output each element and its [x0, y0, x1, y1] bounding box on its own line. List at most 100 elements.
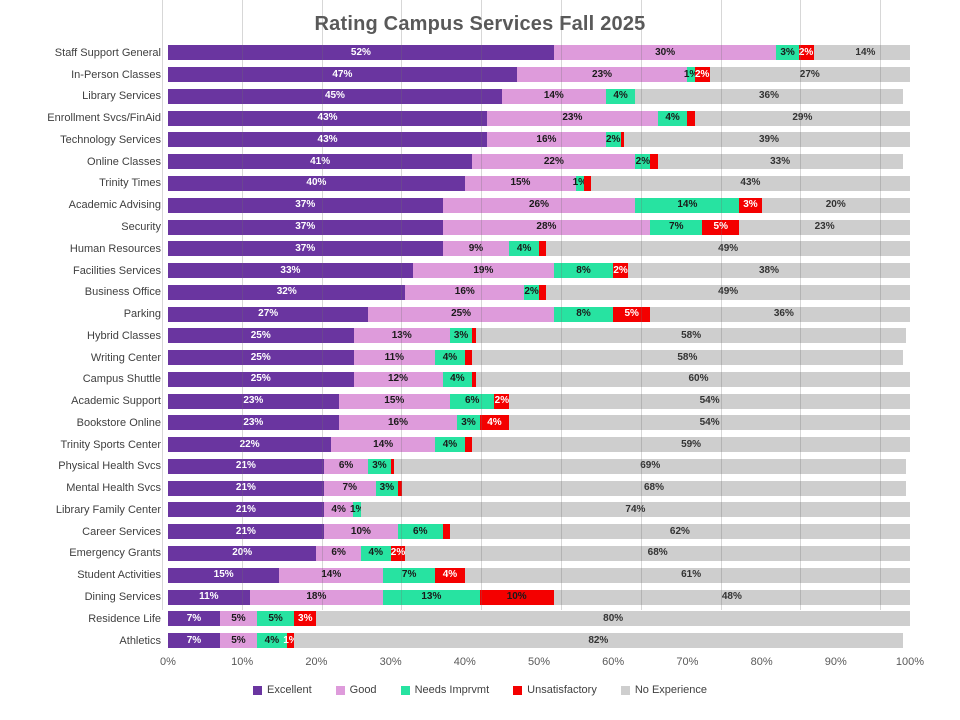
bar-segment-excellent: 37%: [168, 241, 443, 257]
bar-track: 37% 26% 14% 3% 20%: [168, 197, 910, 213]
bar-segment-no-experience: 27%: [709, 67, 910, 83]
segment-data-label: 21%: [235, 482, 256, 494]
bar-track: 40% 15% 1% 43%: [168, 175, 910, 191]
bar-segment-unsatisfactory: [538, 284, 547, 300]
chart-row: Writing Center 25% 11% 4% 58%: [6, 347, 910, 369]
chart-row: In-Person Classes 47% 23% 1% 2% 27%: [6, 64, 910, 86]
category-label: Parking: [123, 308, 161, 321]
segment-data-label: 4%: [665, 112, 680, 124]
bar-segment-unsatisfactory: 2%: [390, 545, 406, 561]
category-label: Hybrid Classes: [87, 329, 161, 342]
bar-track: 45% 14% 4% 36%: [168, 88, 910, 104]
segment-data-label: 29%: [792, 112, 813, 124]
segment-data-label: 1%: [683, 68, 699, 80]
chart-row: Library Services 45% 14% 4% 36%: [6, 86, 910, 108]
segment-data-label: 7%: [186, 612, 202, 624]
segment-data-label: 2%: [798, 46, 814, 58]
bar-segment-needs-imprvmt: 1%: [350, 502, 364, 518]
chart-row: Technology Services 43% 16% 2% 39%: [6, 129, 910, 151]
x-axis-tick: 80%: [750, 656, 773, 668]
bar-track: 11% 18% 13% 10% 48%: [168, 589, 910, 605]
segment-data-label: 23%: [243, 416, 264, 428]
segment-data-label: 22%: [239, 438, 260, 450]
segment-data-label: 39%: [758, 133, 779, 145]
chart-row: Library Family Center 21% 4% 1% 74%: [6, 499, 910, 521]
bar-segment-good: 14%: [331, 437, 436, 453]
segment-data-label: 38%: [758, 264, 779, 276]
bar-segment-needs-imprvmt: 3%: [375, 480, 398, 496]
segment-data-label: 14%: [543, 90, 564, 102]
segment-data-label: 12%: [388, 373, 409, 385]
bar-segment-no-experience: 49%: [546, 284, 910, 300]
segment-data-label: 10%: [350, 525, 371, 537]
segment-data-label: 1%: [349, 503, 365, 515]
bar-segment-needs-imprvmt: 7%: [650, 219, 703, 235]
bar-segment-needs-imprvmt: 4%: [442, 371, 473, 387]
bar-track: 43% 23% 4% 29%: [168, 110, 910, 126]
bar-segment-no-experience: 58%: [475, 328, 907, 344]
x-axis-tick: 50%: [527, 656, 551, 668]
bar-segment-no-experience: 43%: [590, 175, 910, 191]
segment-data-label: 2%: [613, 264, 628, 276]
bar-track: 21% 7% 3% 68%: [168, 480, 910, 496]
bar-segment-needs-imprvmt: 6%: [449, 393, 495, 409]
segment-data-label: 43%: [317, 133, 338, 145]
category-label: Physical Health Svcs: [58, 460, 161, 473]
bar-segment-needs-imprvmt: 3%: [457, 415, 480, 431]
category-label: Career Services: [82, 525, 161, 538]
bar-track: 27% 25% 8% 5% 36%: [168, 306, 910, 322]
bar-track: 7% 5% 4% 1% 82%: [168, 633, 910, 649]
segment-data-label: 3%: [379, 482, 395, 494]
bar-segment-excellent: 11%: [168, 589, 250, 605]
segment-data-label: 61%: [681, 569, 702, 581]
segment-data-label: 47%: [332, 68, 353, 80]
x-axis-tick: 0%: [160, 656, 176, 668]
bar-segment-no-experience: 36%: [635, 88, 903, 104]
category-label: Campus Shuttle: [82, 373, 161, 386]
bar-segment-excellent: 23%: [168, 415, 339, 431]
bar-segment-needs-imprvmt: 4%: [605, 88, 636, 104]
segment-data-label: 4%: [516, 242, 532, 254]
bar-segment-good: 23%: [487, 110, 658, 126]
bar-segment-no-experience: 74%: [360, 502, 910, 518]
bar-track: 20% 6% 4% 2% 68%: [168, 545, 910, 561]
category-label: Trinity Sports Center: [60, 438, 161, 451]
x-axis-tick: 40%: [453, 656, 476, 668]
bar-segment-good: 16%: [338, 415, 458, 431]
bar-segment-unsatisfactory: [650, 154, 658, 170]
chart-row: Academic Advising 37% 26% 14% 3% 20%: [6, 194, 910, 216]
segment-data-label: 2%: [635, 155, 651, 167]
segment-data-label: 58%: [677, 351, 698, 363]
segment-data-label: 21%: [235, 460, 256, 472]
chart-row: Enrollment Svcs/FinAid 43% 23% 4% 29%: [6, 107, 910, 129]
bar-segment-needs-imprvmt: 3%: [449, 328, 473, 344]
bar-segment-no-experience: 69%: [394, 458, 907, 474]
bar-segment-unsatisfactory: [390, 458, 395, 474]
plot-area: Staff Support General 52% 30% 3% 2% 14% In-Per…: [6, 42, 910, 652]
bar-segment-good: 28%: [442, 219, 651, 235]
segment-data-label: 5%: [624, 308, 639, 320]
bar-segment-unsatisfactory: 2%: [694, 67, 710, 83]
bar-segment-no-experience: 68%: [405, 545, 910, 561]
bar-segment-needs-imprvmt: 5%: [257, 611, 295, 627]
bar-segment-excellent: 43%: [168, 110, 488, 126]
bar-segment-good: 25%: [368, 306, 554, 322]
segment-data-label: 37%: [295, 199, 316, 211]
category-label: Enrollment Svcs/FinAid: [47, 112, 161, 125]
category-label: Library Services: [82, 90, 161, 103]
bar-segment-good: 10%: [323, 524, 398, 540]
bar-segment-no-experience: 68%: [401, 480, 907, 496]
segment-data-label: 4%: [487, 416, 502, 428]
bar-segment-good: 15%: [464, 175, 577, 191]
segment-data-label: 23%: [814, 221, 835, 232]
segment-data-label: 5%: [268, 612, 283, 624]
segment-data-label: 25%: [250, 373, 271, 385]
bar-segment-unsatisfactory: [464, 350, 473, 366]
chart-row: Online Classes 41% 22% 2% 33%: [6, 151, 910, 173]
chart-row: Career Services 21% 10% 6% 62%: [6, 521, 910, 543]
bar-segment-unsatisfactory: 2%: [494, 393, 510, 409]
chart-row: Emergency Grants 20% 6% 4% 2% 68%: [6, 543, 910, 565]
chart-title: Rating Campus Services Fall 2025: [314, 13, 646, 35]
segment-data-label: 7%: [669, 221, 684, 232]
segment-data-label: 21%: [235, 525, 256, 537]
